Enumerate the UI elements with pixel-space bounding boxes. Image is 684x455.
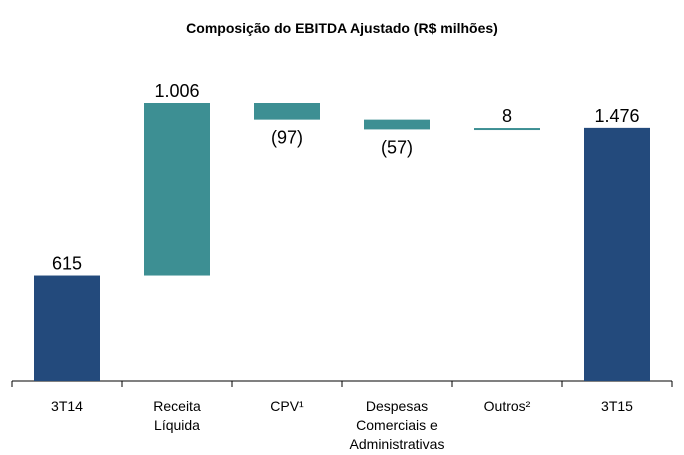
bar <box>474 128 540 131</box>
chart-title: Composição do EBITDA Ajustado (R$ milhõe… <box>186 20 498 36</box>
value-label: 1.006 <box>154 81 199 101</box>
bar <box>34 275 100 381</box>
bar <box>254 103 320 120</box>
bar <box>144 103 210 276</box>
value-label: 1.476 <box>594 106 639 126</box>
bar <box>364 119 430 130</box>
x-tick-label: Outros² <box>484 398 531 414</box>
x-tick-label: Receita Líquida <box>153 398 201 433</box>
value-label: (97) <box>271 128 303 148</box>
x-tick-label: Despesas Comerciais e Administrativas <box>350 398 445 452</box>
x-tick-label: 3T14 <box>51 398 83 414</box>
bar <box>584 127 650 381</box>
value-label: 8 <box>502 106 512 126</box>
x-tick-label: 3T15 <box>601 398 633 414</box>
value-label: (57) <box>381 137 413 157</box>
value-label: 615 <box>52 254 82 274</box>
x-tick-label: CPV¹ <box>270 398 304 414</box>
